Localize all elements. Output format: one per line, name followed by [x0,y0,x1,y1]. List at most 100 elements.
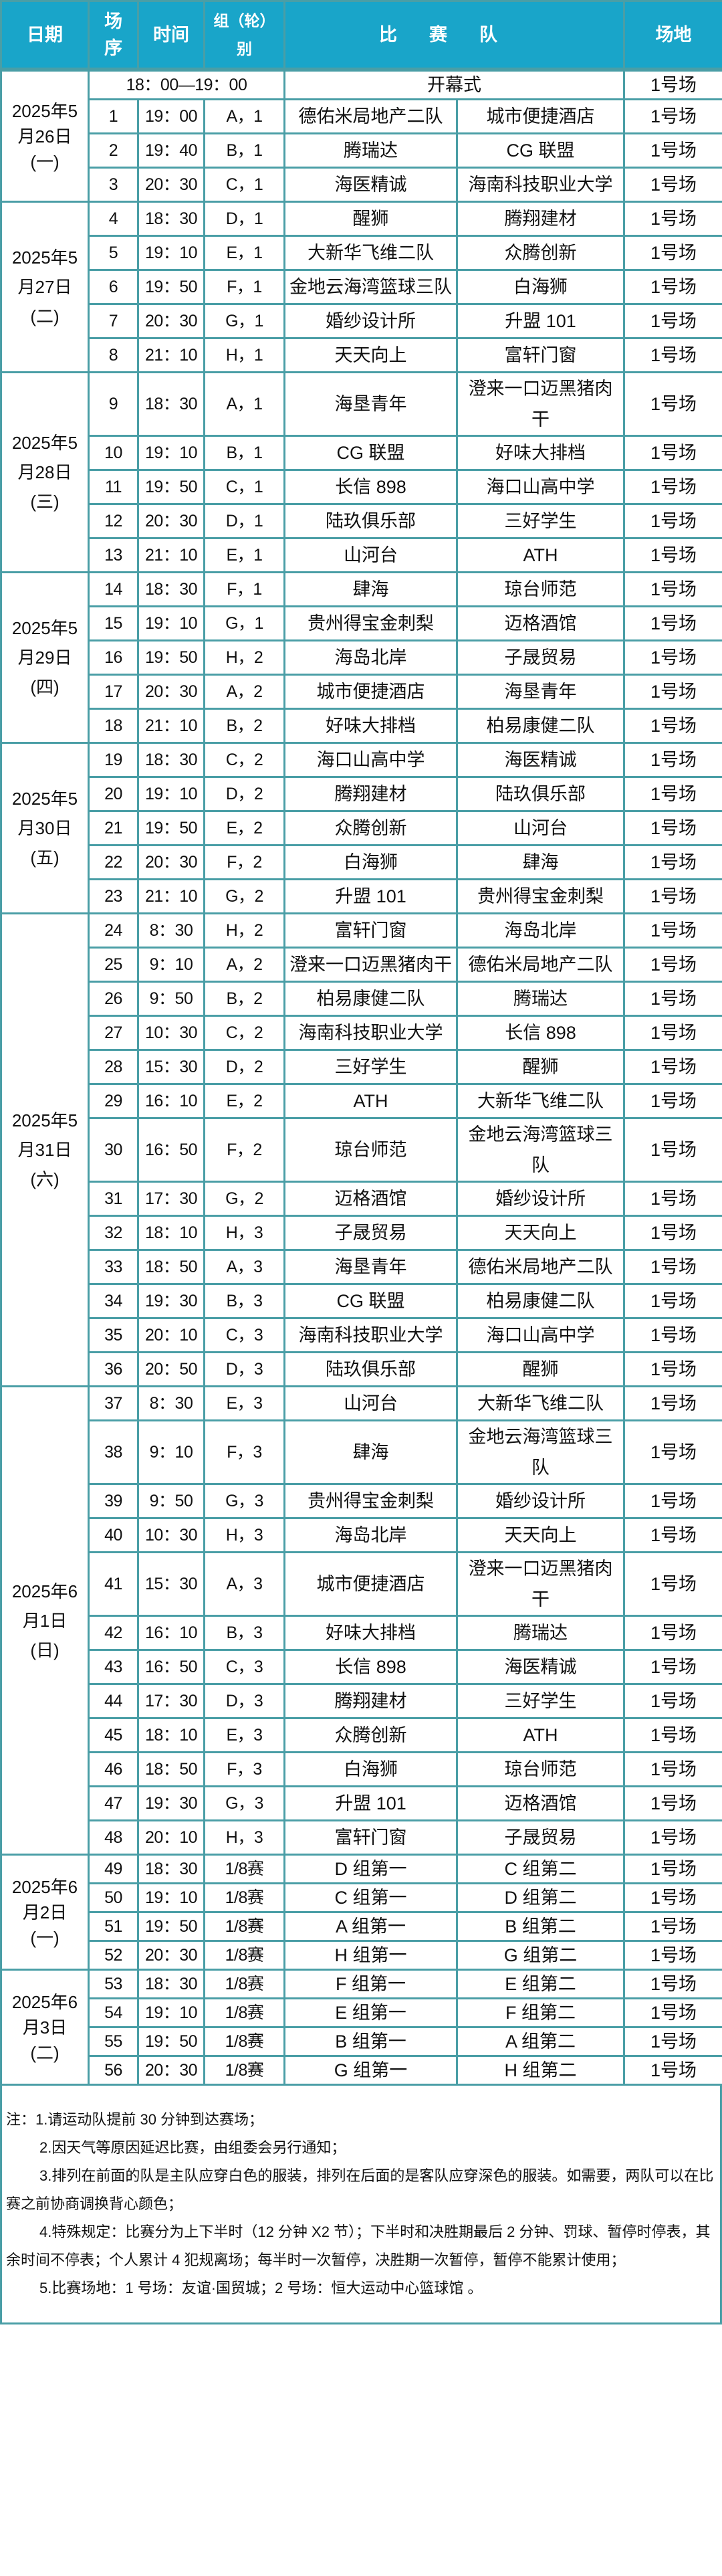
away-team: 海医精诚 [456,1649,625,1685]
home-team: 富轩门窗 [283,1819,458,1856]
table-row: 2025年5月31日 (六) 24 8：30 H，2 富轩门窗 海岛北岸 1号场 [0,912,722,1387]
match-group: 1/8赛 [203,1969,285,1999]
home-team: CG 联盟 [283,1283,458,1319]
match-time: 19：50 [137,639,205,676]
home-team: 腾翔建材 [283,776,458,812]
header-teams: 比赛队 [283,0,625,72]
match-seq: 30 [88,1117,139,1183]
match-group: 1/8赛 [203,2026,285,2057]
match-venue: 1号场 [623,1249,722,1285]
match-group: A，1 [203,371,285,437]
home-team: 德佑米局地产二队 [283,98,458,134]
match-venue: 1号场 [623,303,722,339]
match-group: F，3 [203,1751,285,1787]
match-seq: 4 [88,201,139,237]
match-time: 8：30 [137,1385,205,1421]
weekday-text: (六) [30,1169,59,1189]
away-team: 琼台师范 [456,571,625,607]
home-team: 升盟 101 [283,878,458,914]
match-venue: 1号场 [623,674,722,710]
date-text: 2025年5月27日 [11,247,78,297]
table-row: 12 20：30 D，1 陆玖俱乐部 三好学生 1号场 [1,503,722,539]
match-venue: 1号场 [623,435,722,471]
match-time: 18：10 [137,1717,205,1753]
match-group: A，2 [203,674,285,710]
table-row: 21 19：50 E，2 众腾创新 山河台 1号场 [1,810,722,846]
match-time: 19：10 [137,235,205,271]
away-team: 腾瑞达 [456,981,625,1017]
away-team: ATH [456,537,625,573]
home-team: 贵州得宝金刺梨 [283,1483,458,1519]
match-group: B，1 [203,435,285,471]
match-seq: 32 [88,1215,139,1251]
match-group: 1/8赛 [203,1940,285,1971]
match-time: 18：30 [137,1969,205,1999]
away-team: 婚纱设计所 [456,1181,625,1217]
home-team: 子晟贸易 [283,1215,458,1251]
table-row: 3 20：30 C，1 海医精诚 海南科技职业大学 1号场 [1,167,722,203]
match-seq: 26 [88,981,139,1017]
home-team: B 组第一 [283,2026,458,2057]
match-venue: 1号场 [623,98,722,134]
match-venue: 1号场 [623,878,722,914]
match-seq: 40 [88,1517,139,1553]
away-team: C 组第二 [456,1854,625,1884]
match-seq: 19 [88,742,139,778]
away-team: 子晟贸易 [456,639,625,676]
away-team: E 组第二 [456,1969,625,1999]
match-group: 1/8赛 [203,2055,285,2086]
match-seq: 41 [88,1551,139,1617]
match-seq: 9 [88,371,139,437]
match-seq: 55 [88,2026,139,2057]
away-team: 贵州得宝金刺梨 [456,878,625,914]
match-venue: 1号场 [623,1517,722,1553]
away-team: 子晟贸易 [456,1819,625,1856]
away-team: 海口山高中学 [456,469,625,505]
match-time: 15：30 [137,1049,205,1085]
match-venue: 1号场 [623,1819,722,1856]
weekday-text: (日) [30,1640,59,1660]
match-seq: 24 [88,912,139,949]
match-group: E，2 [203,1083,285,1119]
away-team: 大新华飞维二队 [456,1083,625,1119]
match-time: 16：50 [137,1117,205,1183]
away-team: A 组第二 [456,2026,625,2057]
match-time: 17：30 [137,1181,205,1217]
match-seq: 3 [88,167,139,203]
match-venue: 1号场 [623,1882,722,1913]
away-team: H 组第二 [456,2055,625,2086]
match-group: F，3 [203,1419,285,1485]
match-venue: 1号场 [623,1483,722,1519]
match-venue: 1号场 [623,571,722,607]
away-team: 白海狮 [456,269,625,305]
date-text: 2025年5月30日 [11,789,78,838]
home-team: CG 联盟 [283,435,458,471]
home-team: 婚纱设计所 [283,303,458,339]
home-team: 长信 898 [283,469,458,505]
match-group: C，3 [203,1317,285,1353]
match-seq: 51 [88,1911,139,1942]
match-seq: 37 [88,1385,139,1421]
home-team: 城市便捷酒店 [283,674,458,710]
home-team: 海岛北岸 [283,639,458,676]
match-seq: 34 [88,1283,139,1319]
note-line: 3.排列在前面的队是主队应穿白色的服装，排列在后面的是客队应穿深色的服装。如需要… [6,2167,714,2212]
match-group: G，3 [203,1483,285,1519]
home-team: 琼台师范 [283,1117,458,1183]
match-time: 19：10 [137,605,205,641]
date-cell: 2025年5月28日 (三) [0,371,90,573]
match-venue: 1号场 [623,1911,722,1942]
match-seq: 5 [88,235,139,271]
table-row: 44 17：30 D，3 腾翔建材 三好学生 1号场 [1,1683,722,1719]
match-time: 19：10 [137,435,205,471]
match-venue: 1号场 [623,1083,722,1119]
home-team: A 组第一 [283,1911,458,1942]
header-date: 日期 [0,0,90,72]
match-group: F，2 [203,844,285,880]
match-time: 16：50 [137,1649,205,1685]
match-seq: 18 [88,708,139,744]
match-group: F，1 [203,571,285,607]
weekday-text: (二) [30,306,59,326]
table-row: 27 10：30 C，2 海南科技职业大学 长信 898 1号场 [1,1015,722,1051]
home-team: 腾瑞达 [283,132,458,169]
